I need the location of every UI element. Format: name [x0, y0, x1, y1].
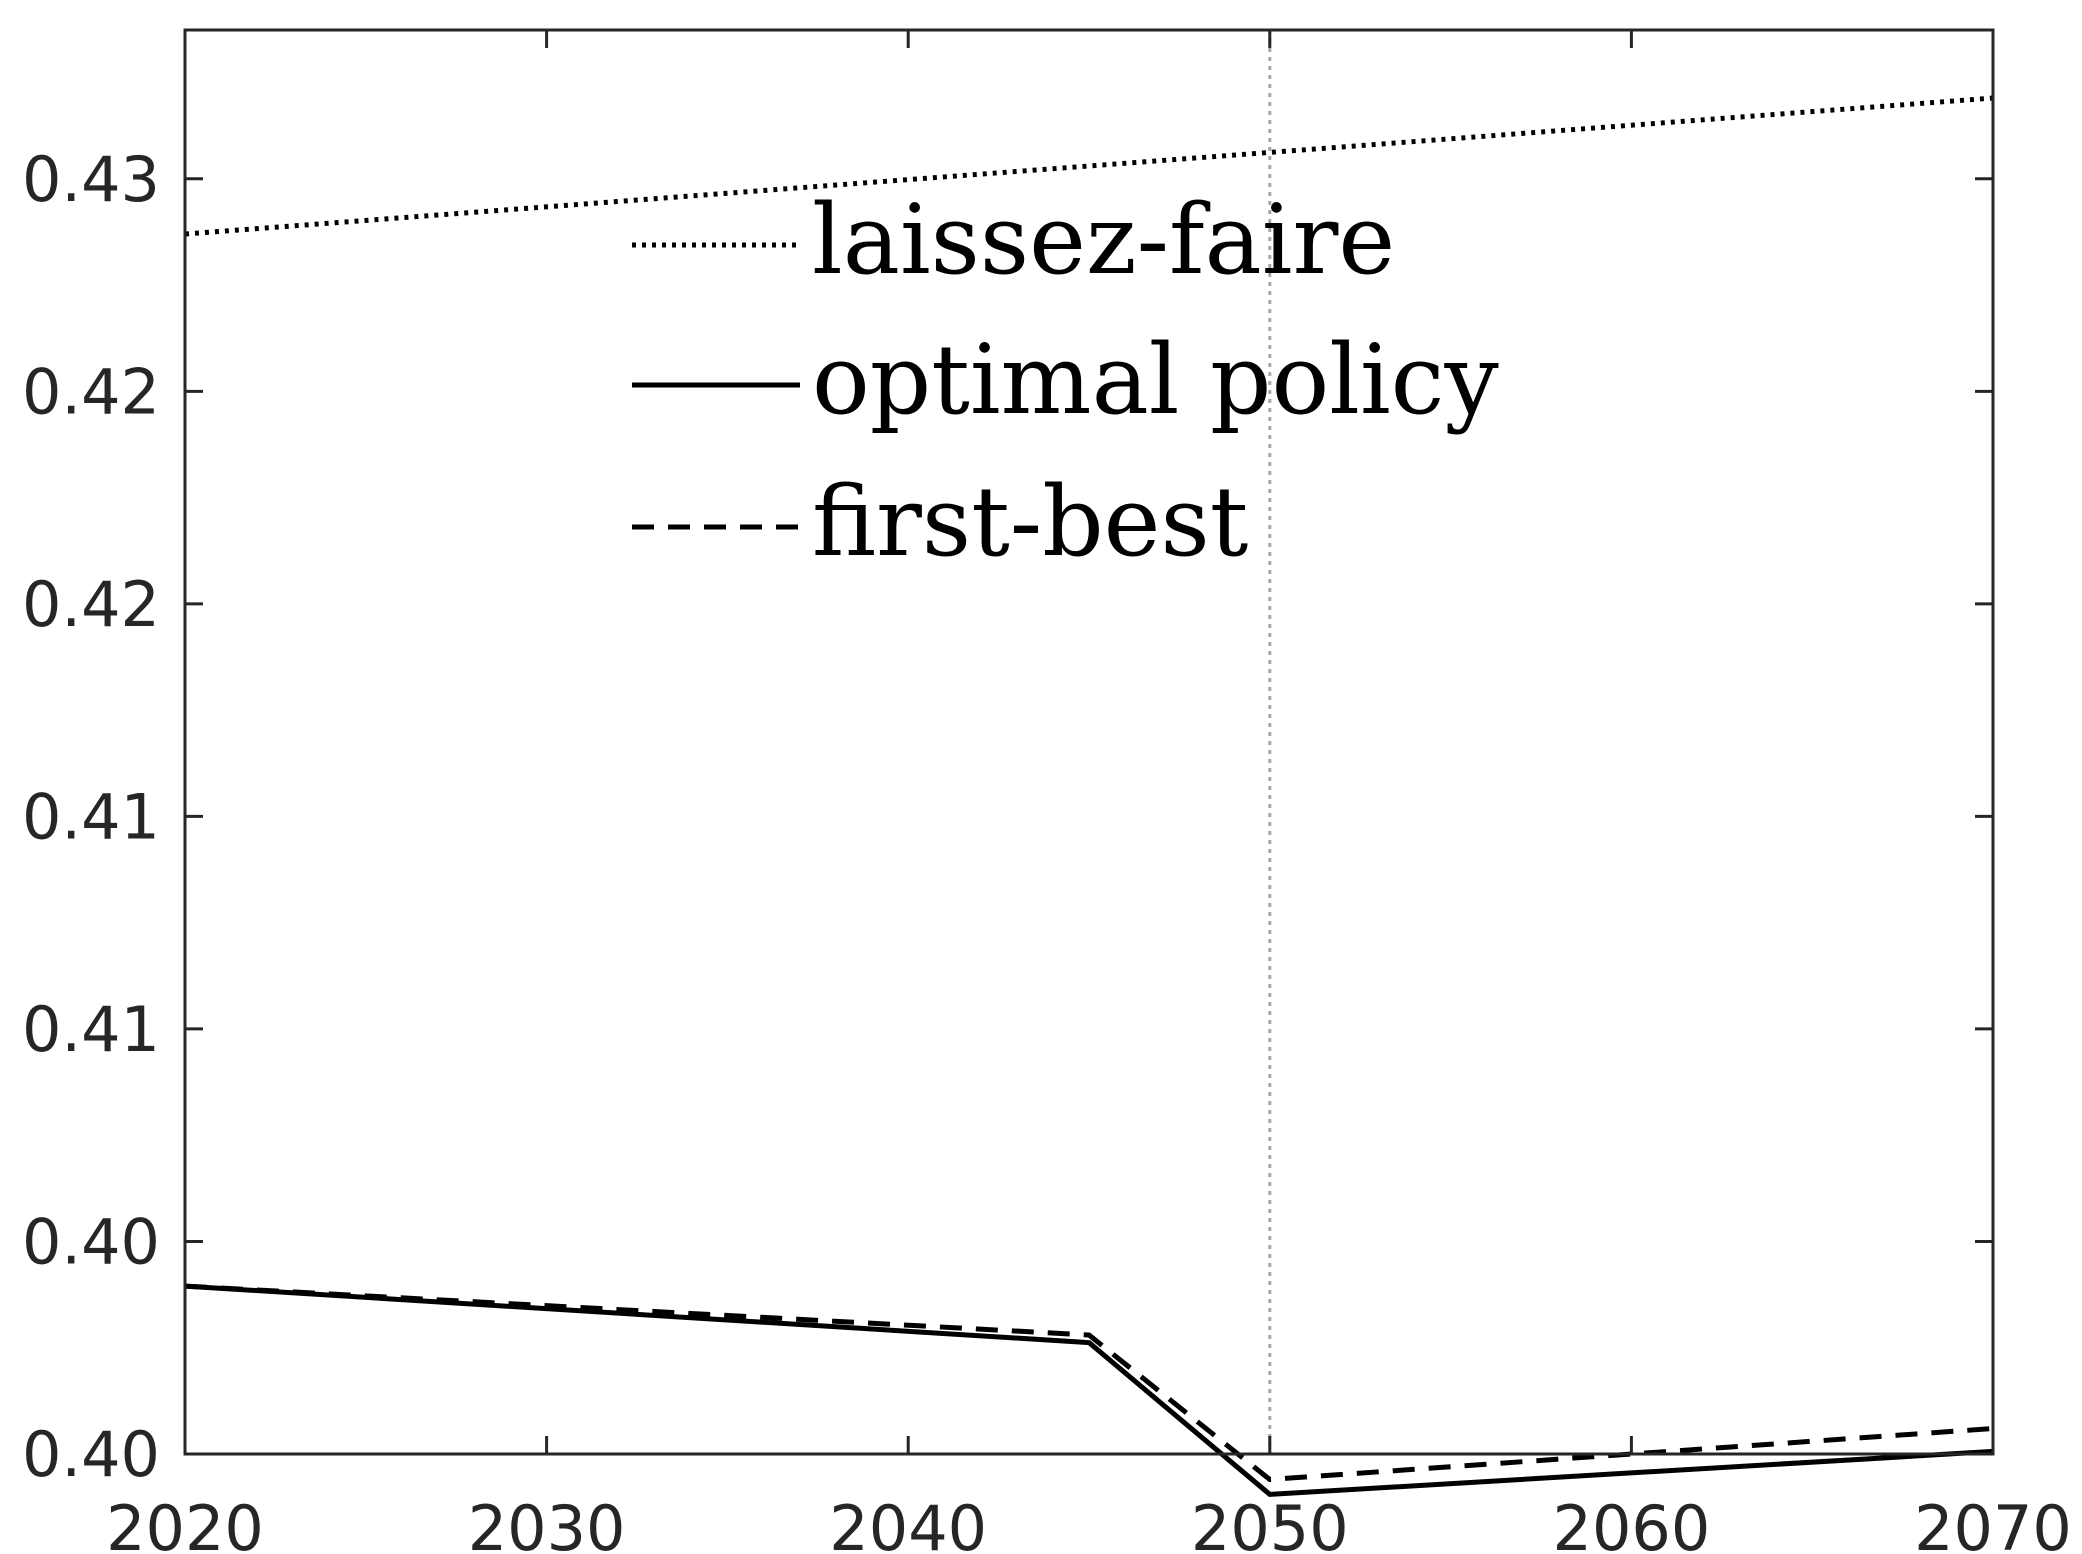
x-tick-label: 2050 — [1191, 1492, 1349, 1554]
legend-label-optimal-policy: optimal policy — [812, 324, 1499, 436]
series-first-best — [184, 1283, 1994, 1482]
plot-background — [185, 30, 1993, 1454]
x-tick-label: 2020 — [106, 1492, 264, 1554]
y-tick-label: 0.43 — [22, 0, 160, 3]
y-tick-label: 0.41 — [22, 993, 160, 1066]
legend: laissez-faire optimal policy first-best — [632, 184, 1499, 578]
y-tick-label: 0.40 — [22, 1418, 160, 1491]
legend-label-first-best: first-best — [812, 466, 1248, 578]
tick-layer: 2020 2030 2040 2050 2060 2070 0.40 0.40 0.41 0.41… — [22, 0, 2072, 1554]
plot-frame — [183, 28, 1995, 1456]
legend-label-laissez-faire: laissez-faire — [812, 184, 1395, 296]
y-tick-label: 0.42 — [22, 355, 160, 428]
series-laissez-faire — [184, 95, 1994, 237]
y-tick-label: 0.41 — [22, 780, 160, 853]
y-tick-label: 0.42 — [22, 568, 160, 641]
y-tick-label: 0.43 — [22, 143, 160, 216]
x-tick-label: 2060 — [1553, 1492, 1711, 1554]
x-tick-label: 2070 — [1914, 1492, 2072, 1554]
series-optimal-policy — [184, 1283, 1994, 1497]
x-tick-label: 2040 — [829, 1492, 987, 1554]
series-layer — [184, 95, 1994, 1497]
x-tick-label: 2030 — [468, 1492, 626, 1554]
y-tick-label: 0.40 — [22, 1205, 160, 1278]
